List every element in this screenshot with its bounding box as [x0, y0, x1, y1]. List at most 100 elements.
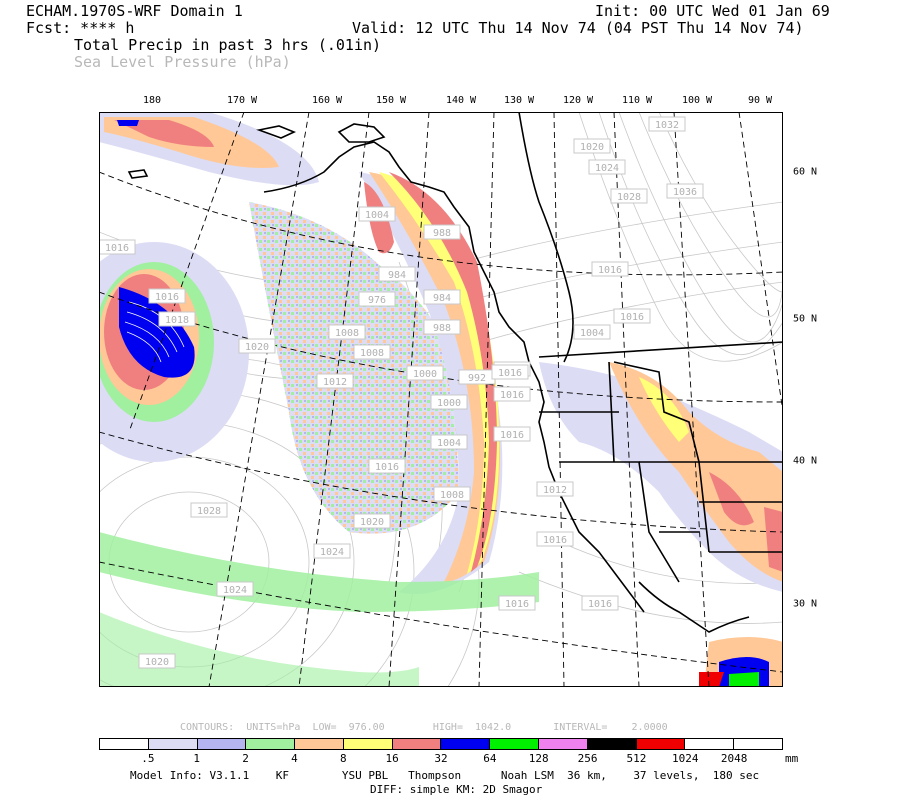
- svg-text:1020: 1020: [245, 342, 269, 353]
- pressure-label: 1012: [536, 481, 574, 497]
- pressure-label: 1004: [358, 206, 396, 222]
- pressure-label: 976: [358, 291, 396, 307]
- svg-text:1012: 1012: [543, 485, 567, 496]
- lon-label: 130 W: [503, 95, 535, 106]
- precip-colorbar: [99, 738, 783, 750]
- colorbar-swatch: [685, 739, 735, 749]
- pressure-label: 1024: [313, 543, 351, 559]
- pressure-label: 1004: [430, 434, 468, 450]
- colorbar-swatch: [490, 739, 540, 749]
- model-title: ECHAM.1970S-WRF Domain 1: [26, 2, 243, 20]
- pressure-label: 1036: [666, 183, 704, 199]
- svg-text:1024: 1024: [223, 585, 247, 596]
- pressure-label: 1032: [648, 116, 686, 132]
- lat-label: 40 N: [793, 455, 818, 467]
- pressure-label: 1008: [433, 486, 471, 502]
- svg-text:1008: 1008: [360, 348, 384, 359]
- colorbar-swatch: [246, 739, 296, 749]
- lon-label: 90 W: [747, 95, 773, 106]
- svg-text:1016: 1016: [105, 243, 129, 254]
- svg-text:1000: 1000: [413, 369, 437, 380]
- svg-text:992: 992: [468, 373, 486, 384]
- svg-text:1036: 1036: [673, 187, 697, 198]
- init-time: Init: 00 UTC Wed 01 Jan 69: [595, 2, 830, 20]
- pressure-label: 1008: [328, 324, 366, 340]
- svg-text:1028: 1028: [197, 506, 221, 517]
- lon-label: 100 W: [681, 95, 713, 106]
- svg-text:1016: 1016: [500, 390, 524, 401]
- colorbar-swatch: [148, 739, 198, 749]
- pressure-label: 1024: [588, 159, 626, 175]
- pressure-label: 1012: [316, 373, 354, 389]
- pressure-label: 1016: [491, 364, 529, 380]
- pressure-label: 1020: [138, 653, 176, 669]
- svg-text:1000: 1000: [437, 398, 461, 409]
- pressure-label: 1016: [148, 288, 186, 304]
- colorbar-swatch: [343, 739, 393, 749]
- lon-label: 120 W: [562, 95, 594, 106]
- pressure-label: 1016: [498, 595, 536, 611]
- pressure-label: 1028: [610, 188, 648, 204]
- svg-text:1024: 1024: [595, 163, 619, 174]
- svg-text:1032: 1032: [655, 120, 679, 131]
- svg-text:1016: 1016: [500, 430, 524, 441]
- pressure-label: 992: [458, 369, 496, 385]
- pressure-label: 1028: [190, 502, 228, 518]
- lon-label: 150 W: [375, 95, 407, 106]
- pressure-label: 1016: [613, 308, 651, 324]
- lon-label: 180: [142, 95, 162, 106]
- precip-map: 1032 1020 1024 1028 1036 1016 1016 1004 …: [99, 112, 783, 687]
- svg-text:1016: 1016: [588, 599, 612, 610]
- valid-time: Valid: 12 UTC Thu 14 Nov 74 (04 PST Thu …: [352, 19, 804, 37]
- svg-text:988: 988: [433, 228, 451, 239]
- svg-text:1016: 1016: [505, 599, 529, 610]
- pressure-label: 1020: [353, 513, 391, 529]
- svg-text:1020: 1020: [145, 657, 169, 668]
- colorbar-label: 1: [193, 752, 201, 765]
- colorbar-swatch: [587, 739, 637, 749]
- colorbar-swatch: [197, 739, 247, 749]
- svg-text:1008: 1008: [335, 328, 359, 339]
- svg-text:1016: 1016: [498, 368, 522, 379]
- svg-text:1004: 1004: [437, 438, 461, 449]
- colorbar-label: 2: [242, 752, 249, 765]
- pressure-label: 1000: [430, 394, 468, 410]
- pressure-label: 1016: [368, 458, 406, 474]
- lon-label: 140 W: [445, 95, 477, 106]
- lat-label: 60 N: [793, 166, 818, 178]
- colorbar-swatch: [392, 739, 442, 749]
- svg-text:1012: 1012: [323, 377, 347, 388]
- colorbar-swatch: [441, 739, 491, 749]
- colorbar-swatch: [100, 739, 149, 749]
- svg-text:1016: 1016: [375, 462, 399, 473]
- pressure-label: 988: [423, 319, 461, 335]
- lat-label: 50 N: [793, 313, 818, 325]
- colorbar-label: 32: [434, 752, 448, 765]
- field-title-precip: Total Precip in past 3 hrs (.01in): [74, 36, 382, 54]
- colorbar-label: .5: [141, 752, 155, 765]
- pressure-label: 1016: [591, 261, 629, 277]
- colorbar-label: 8: [339, 752, 347, 765]
- model-info: Model Info: V3.1.1 KF YSU PBL Thompson N…: [130, 769, 760, 782]
- svg-text:1016: 1016: [543, 535, 567, 546]
- colorbar-label: 2048: [720, 752, 748, 765]
- lon-label: 170 W: [226, 95, 258, 106]
- svg-text:1020: 1020: [580, 142, 604, 153]
- colorbar-label: 512: [626, 752, 647, 765]
- pressure-labels: 1032 1020 1024 1028 1036 1016 1016 1004 …: [99, 116, 704, 669]
- svg-text:988: 988: [433, 323, 451, 334]
- pressure-label: 1016: [581, 595, 619, 611]
- pressure-label: 1018: [158, 311, 196, 327]
- pressure-label: 1016: [536, 531, 574, 547]
- lon-label: 160 W: [311, 95, 343, 106]
- pressure-label: 984: [423, 289, 461, 305]
- svg-text:1028: 1028: [617, 192, 641, 203]
- pressure-label: 1004: [573, 324, 611, 340]
- colorbar-swatch: [295, 739, 344, 749]
- diff-info: DIFF: simple KM: 2D Smagor: [370, 783, 543, 796]
- svg-text:984: 984: [388, 270, 406, 281]
- colorbar-label: 256: [577, 752, 598, 765]
- colorbar-swatch: [734, 739, 782, 749]
- pressure-label: 1020: [573, 138, 611, 154]
- colorbar-swatch: [636, 739, 686, 749]
